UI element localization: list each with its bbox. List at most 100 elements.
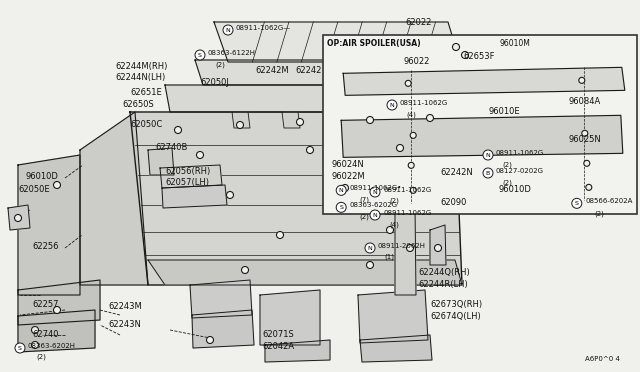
Polygon shape xyxy=(190,280,252,318)
Text: 62050E: 62050E xyxy=(18,185,50,194)
Polygon shape xyxy=(342,112,360,128)
Text: 62090: 62090 xyxy=(440,198,467,207)
Text: (4): (4) xyxy=(406,111,416,118)
Circle shape xyxy=(31,327,38,334)
Polygon shape xyxy=(282,112,300,128)
Circle shape xyxy=(241,266,248,273)
Text: 08363-6122H: 08363-6122H xyxy=(208,50,256,56)
Text: 62673Q(RH): 62673Q(RH) xyxy=(430,300,482,309)
Circle shape xyxy=(584,160,590,166)
Circle shape xyxy=(410,132,416,138)
Polygon shape xyxy=(392,112,410,128)
Polygon shape xyxy=(80,112,148,285)
Polygon shape xyxy=(260,290,320,345)
Polygon shape xyxy=(165,85,465,112)
Text: (2): (2) xyxy=(502,179,512,186)
Text: 96022M: 96022M xyxy=(332,172,365,181)
Text: 08911-1062G: 08911-1062G xyxy=(400,100,448,106)
Text: 96010D: 96010D xyxy=(498,185,531,194)
Text: N: N xyxy=(372,190,378,195)
Text: 62242: 62242 xyxy=(295,66,321,75)
Text: 62256: 62256 xyxy=(32,242,58,251)
Circle shape xyxy=(406,244,413,251)
Polygon shape xyxy=(232,112,250,128)
Text: 08911-1062G—: 08911-1062G— xyxy=(236,25,291,31)
Circle shape xyxy=(307,147,314,154)
Polygon shape xyxy=(18,310,95,352)
Text: 96024N: 96024N xyxy=(332,160,364,169)
Text: 08363-6202H: 08363-6202H xyxy=(28,343,76,349)
Polygon shape xyxy=(343,67,625,95)
Text: B: B xyxy=(486,171,490,176)
Polygon shape xyxy=(130,112,462,285)
Text: 96084A: 96084A xyxy=(569,97,601,106)
Text: N: N xyxy=(486,153,490,158)
Circle shape xyxy=(397,144,403,151)
Text: 62674Q(LH): 62674Q(LH) xyxy=(430,312,481,321)
Circle shape xyxy=(461,51,468,58)
Text: 96025N: 96025N xyxy=(569,135,602,144)
Circle shape xyxy=(572,198,582,208)
Bar xyxy=(323,35,637,214)
Text: 62242M: 62242M xyxy=(255,66,289,75)
Text: 62257: 62257 xyxy=(32,300,58,309)
Circle shape xyxy=(207,337,214,343)
Polygon shape xyxy=(18,155,80,295)
Text: (4): (4) xyxy=(389,221,399,228)
Polygon shape xyxy=(358,290,428,343)
Text: 62244R(LH): 62244R(LH) xyxy=(418,280,468,289)
Text: 62050C: 62050C xyxy=(130,120,163,129)
Text: 62651E: 62651E xyxy=(130,88,162,97)
Text: 62740: 62740 xyxy=(32,330,58,339)
Circle shape xyxy=(370,210,380,220)
Text: (7): (7) xyxy=(359,196,369,203)
Polygon shape xyxy=(160,165,222,188)
Text: S: S xyxy=(575,201,579,206)
Text: 62057(LH): 62057(LH) xyxy=(165,178,209,187)
Text: 62244Q(RH): 62244Q(RH) xyxy=(418,268,470,277)
Text: N: N xyxy=(390,103,394,108)
Text: 62243M: 62243M xyxy=(108,302,141,311)
Text: (2): (2) xyxy=(215,61,225,67)
Circle shape xyxy=(175,126,182,134)
Polygon shape xyxy=(265,340,330,362)
Text: 08911-1062G: 08911-1062G xyxy=(383,187,431,193)
Polygon shape xyxy=(214,22,460,62)
Circle shape xyxy=(54,307,61,314)
Text: 96022: 96022 xyxy=(403,57,429,66)
Circle shape xyxy=(435,244,442,251)
Text: 62056(RH): 62056(RH) xyxy=(165,167,211,176)
Circle shape xyxy=(367,116,374,124)
Circle shape xyxy=(276,231,284,238)
Text: 08566-6202A: 08566-6202A xyxy=(586,198,633,204)
Circle shape xyxy=(223,25,233,35)
Text: (2): (2) xyxy=(36,354,46,360)
Circle shape xyxy=(15,215,22,221)
Text: 08911-1062G: 08911-1062G xyxy=(383,210,431,216)
Circle shape xyxy=(336,202,346,212)
Circle shape xyxy=(405,80,412,86)
Circle shape xyxy=(296,119,303,125)
Text: S: S xyxy=(198,53,202,58)
Circle shape xyxy=(426,115,433,122)
Text: (2): (2) xyxy=(595,210,605,217)
Text: N: N xyxy=(226,28,230,33)
Circle shape xyxy=(452,44,460,51)
Circle shape xyxy=(54,182,61,189)
Text: 62042A: 62042A xyxy=(262,342,294,351)
Polygon shape xyxy=(18,280,100,325)
Circle shape xyxy=(227,192,234,199)
Text: (2): (2) xyxy=(389,198,399,205)
Circle shape xyxy=(582,130,588,137)
Text: (2): (2) xyxy=(502,161,512,167)
Text: 62022: 62022 xyxy=(405,18,431,27)
Text: 08911-1062G: 08911-1062G xyxy=(496,150,544,156)
Text: 62243N: 62243N xyxy=(108,320,141,329)
Text: 96010D: 96010D xyxy=(25,172,58,181)
Text: OP:AIR SPOILER(USA): OP:AIR SPOILER(USA) xyxy=(327,39,421,48)
Text: 62244M(RH): 62244M(RH) xyxy=(115,62,168,71)
Circle shape xyxy=(387,100,397,110)
Text: 62653F: 62653F xyxy=(463,52,495,61)
Circle shape xyxy=(586,185,592,190)
Text: N: N xyxy=(339,188,344,193)
